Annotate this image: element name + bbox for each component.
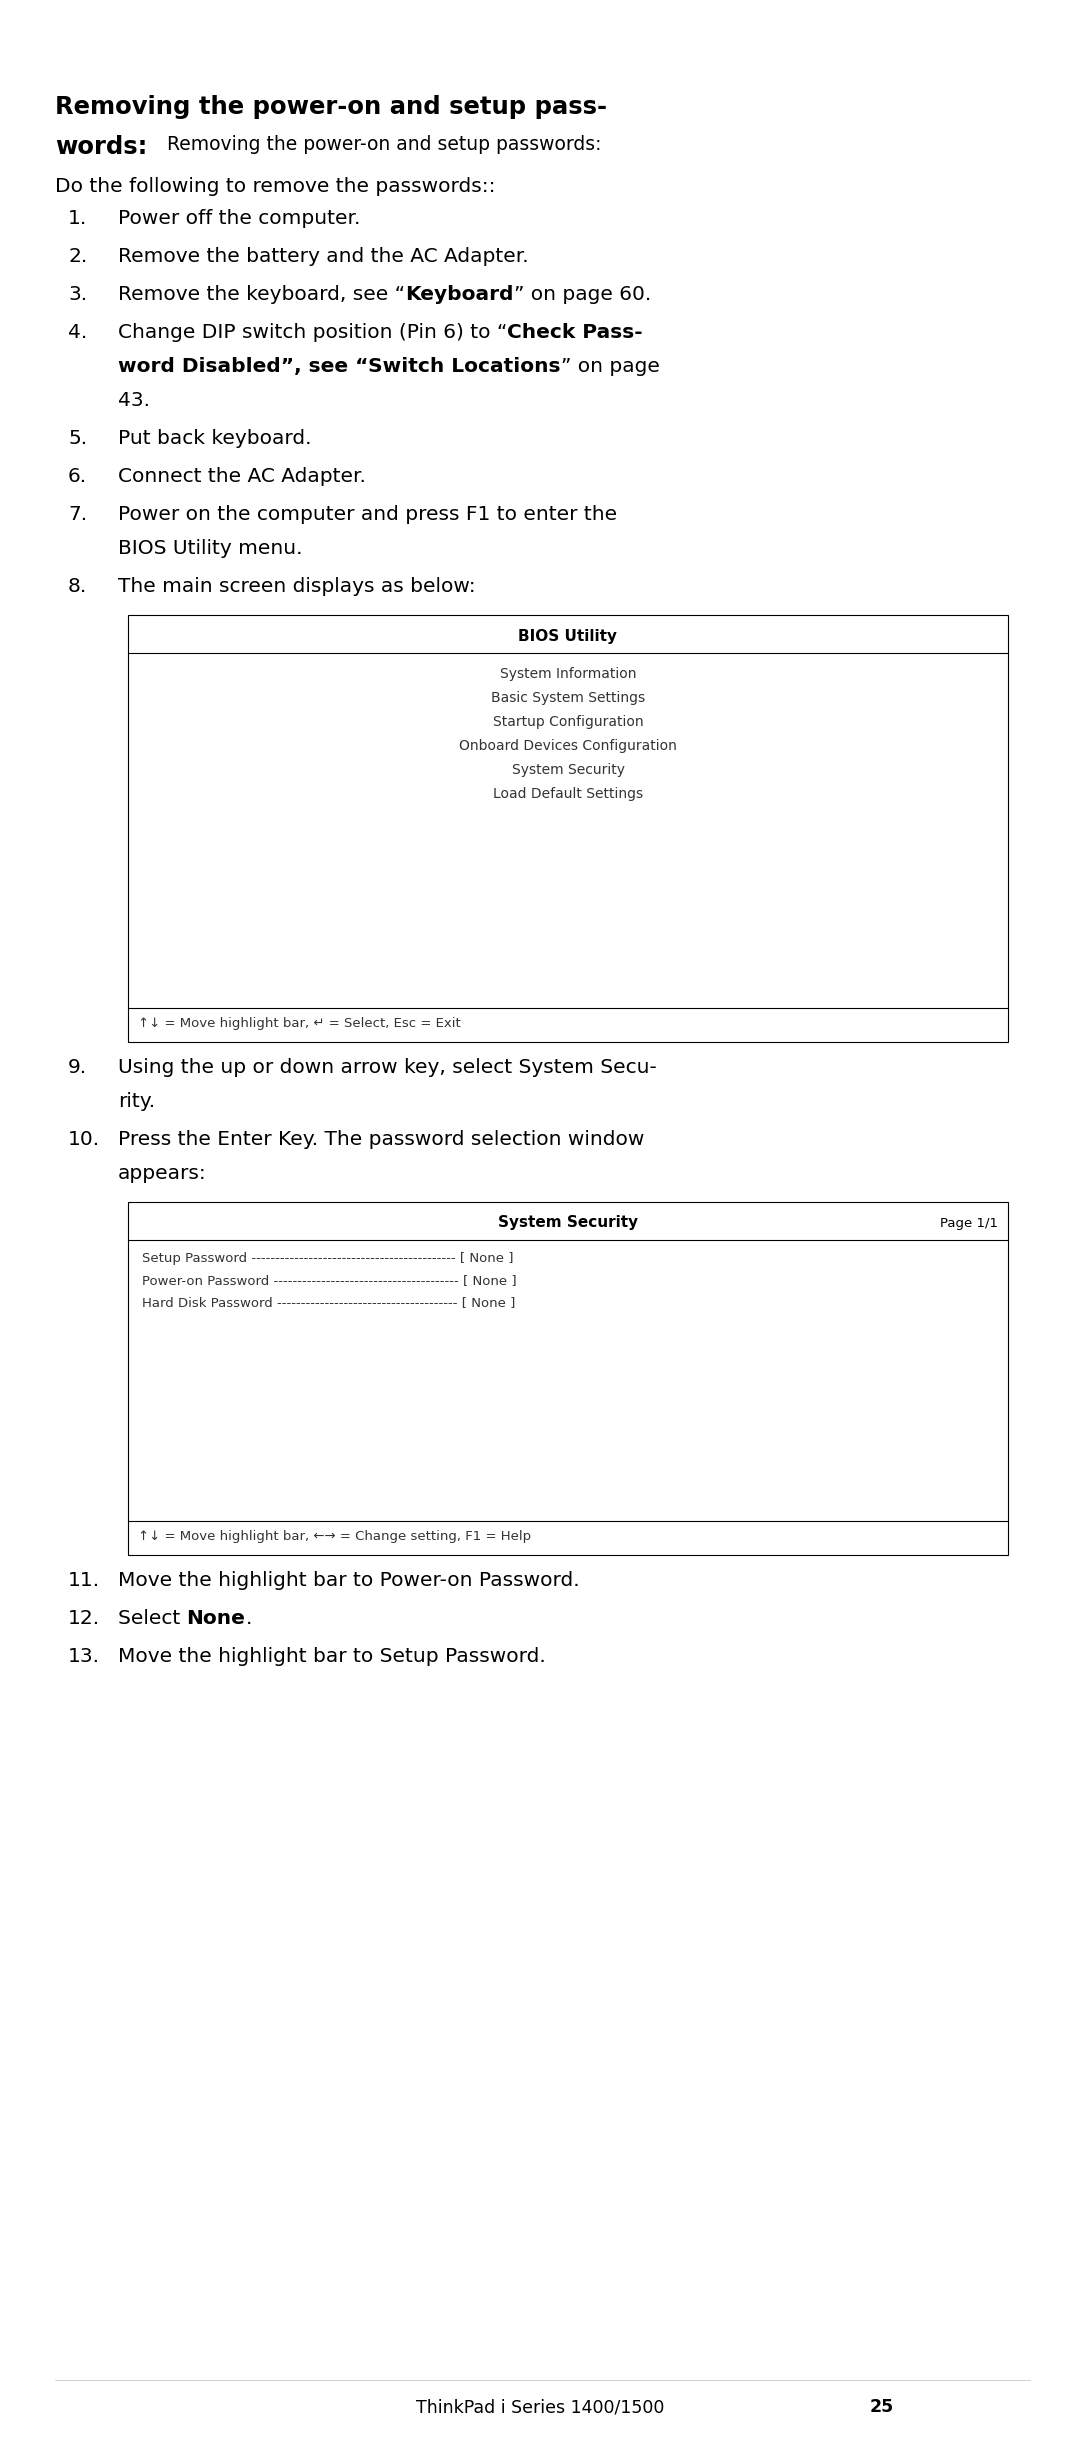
Text: Remove the battery and the AC Adapter.: Remove the battery and the AC Adapter.	[118, 247, 528, 267]
Text: 1.: 1.	[68, 208, 87, 228]
Text: 4.: 4.	[68, 323, 87, 343]
Text: word Disabled”, see “: word Disabled”, see “	[118, 357, 368, 377]
Text: Remove the keyboard, see “: Remove the keyboard, see “	[118, 284, 405, 304]
Text: Move the highlight bar to Power-on Password.: Move the highlight bar to Power-on Passw…	[118, 1572, 580, 1591]
Text: 25: 25	[870, 2399, 894, 2416]
Text: 12.: 12.	[68, 1608, 100, 1628]
Text: System Security: System Security	[498, 1217, 638, 1231]
Text: 3.: 3.	[68, 284, 87, 304]
Text: Startup Configuration: Startup Configuration	[492, 715, 644, 730]
Text: Keyboard: Keyboard	[405, 284, 514, 304]
Text: Do the following to remove the passwords::: Do the following to remove the passwords…	[55, 176, 496, 196]
Bar	[129, 1202, 1008, 1554]
Text: Power-on Password --------------------------------------- [ None ]: Power-on Password ----------------------…	[141, 1273, 516, 1288]
Text: Setup Password ------------------------------------------- [ None ]: Setup Password -------------------------…	[141, 1251, 513, 1266]
Text: 2.: 2.	[68, 247, 87, 267]
Text: BIOS Utility: BIOS Utility	[518, 629, 618, 644]
Text: .: .	[245, 1608, 252, 1628]
Text: 10.: 10.	[68, 1131, 100, 1148]
Text: 11.: 11.	[68, 1572, 100, 1591]
Text: Power off the computer.: Power off the computer.	[118, 208, 361, 228]
Text: Check Pass-: Check Pass-	[508, 323, 643, 343]
Text: 7.: 7.	[68, 504, 87, 524]
Text: Change DIP switch position (Pin 6) to “: Change DIP switch position (Pin 6) to “	[118, 323, 508, 343]
Text: The main screen displays as below:: The main screen displays as below:	[118, 578, 475, 595]
Text: Load Default Settings: Load Default Settings	[492, 786, 643, 800]
Text: ThinkPad i Series 1400/1500: ThinkPad i Series 1400/1500	[416, 2399, 664, 2416]
Text: Onboard Devices Configuration: Onboard Devices Configuration	[459, 739, 677, 754]
Text: Select: Select	[118, 1608, 187, 1628]
Text: Hard Disk Password -------------------------------------- [ None ]: Hard Disk Password ---------------------…	[141, 1295, 515, 1310]
Text: Connect the AC Adapter.: Connect the AC Adapter.	[118, 468, 366, 487]
Text: words:: words:	[55, 135, 147, 159]
Text: 13.: 13.	[68, 1648, 100, 1667]
Text: Page 1/1: Page 1/1	[940, 1217, 998, 1229]
Text: ↑↓ = Move highlight bar, ↵ = Select, Esc = Exit: ↑↓ = Move highlight bar, ↵ = Select, Esc…	[138, 1016, 461, 1031]
Bar	[129, 614, 1008, 1043]
Text: BIOS Utility menu.: BIOS Utility menu.	[118, 539, 302, 558]
Text: 9.: 9.	[68, 1058, 87, 1077]
Text: System Information: System Information	[500, 666, 636, 681]
Text: Power on the computer and press F1 to enter the: Power on the computer and press F1 to en…	[118, 504, 617, 524]
Text: 8.: 8.	[68, 578, 87, 595]
Text: rity.: rity.	[118, 1092, 156, 1111]
Text: Put back keyboard.: Put back keyboard.	[118, 428, 311, 448]
Text: Basic System Settings: Basic System Settings	[491, 690, 645, 705]
Text: Removing the power-on and setup passwords:: Removing the power-on and setup password…	[156, 135, 602, 154]
Text: Press the Enter Key. The password selection window: Press the Enter Key. The password select…	[118, 1131, 645, 1148]
Text: 6.: 6.	[68, 468, 87, 487]
Text: ” on page: ” on page	[561, 357, 660, 377]
Text: Removing the power-on and setup pass-: Removing the power-on and setup pass-	[55, 95, 607, 120]
Text: ” on page 60.: ” on page 60.	[514, 284, 651, 304]
Text: Move the highlight bar to Setup Password.: Move the highlight bar to Setup Password…	[118, 1648, 545, 1667]
Text: 5.: 5.	[68, 428, 87, 448]
Text: appears:: appears:	[118, 1163, 206, 1182]
Text: Switch Locations: Switch Locations	[368, 357, 561, 377]
Text: ↑↓ = Move highlight bar, ←→ = Change setting, F1 = Help: ↑↓ = Move highlight bar, ←→ = Change set…	[138, 1530, 531, 1542]
Text: None: None	[187, 1608, 245, 1628]
Text: Using the up or down arrow key, select System Secu-: Using the up or down arrow key, select S…	[118, 1058, 657, 1077]
Text: 43.: 43.	[118, 392, 150, 409]
Text: System Security: System Security	[512, 764, 624, 776]
